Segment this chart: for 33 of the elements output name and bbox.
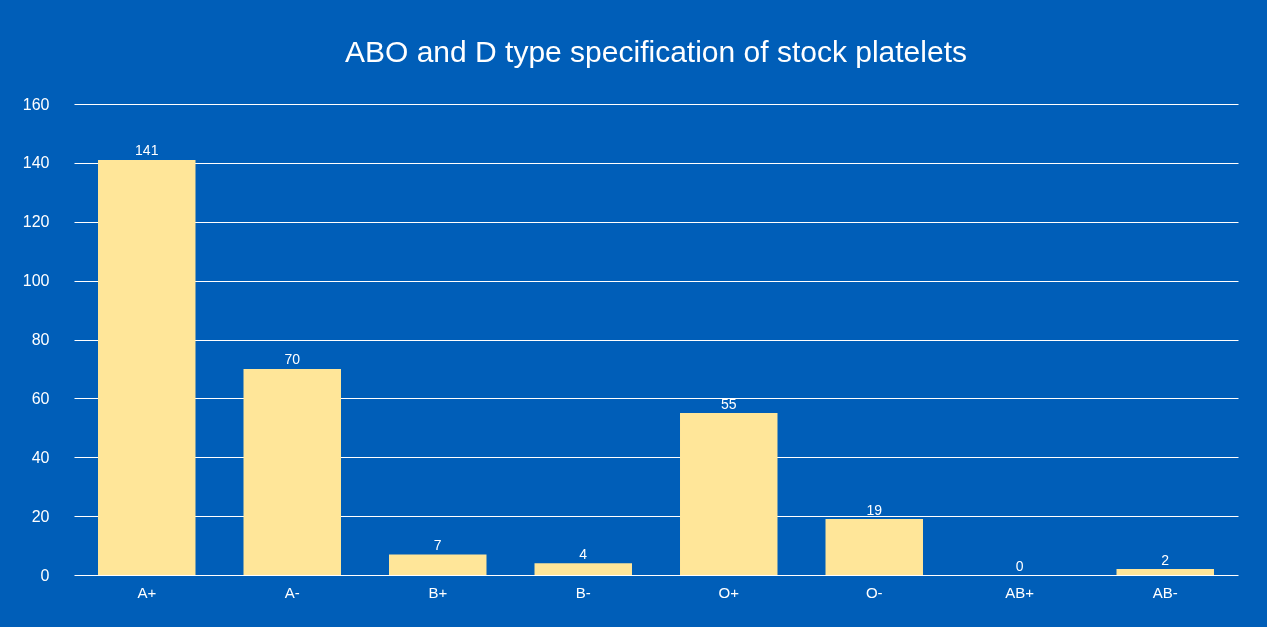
bar	[389, 554, 487, 575]
data-label: 4	[579, 545, 588, 562]
data-label: 70	[284, 351, 301, 368]
data-label: 0	[1015, 557, 1024, 574]
data-label: 19	[866, 501, 883, 518]
x-tick-label: AB-	[1152, 583, 1178, 601]
bar	[243, 368, 341, 575]
data-label: 141	[135, 142, 159, 159]
y-tick-label: 100	[22, 272, 50, 290]
bar	[534, 563, 632, 575]
bar	[1116, 569, 1214, 575]
x-tick-label: A-	[284, 583, 300, 601]
y-tick-label: 40	[31, 448, 50, 466]
y-tick-label: 20	[31, 507, 50, 525]
y-tick-label: 60	[31, 389, 50, 407]
y-tick-label: 140	[22, 154, 50, 172]
data-label: 2	[1161, 551, 1170, 568]
x-tick-label: B+	[428, 583, 448, 601]
data-label: 7	[433, 536, 442, 553]
bar	[680, 413, 778, 575]
y-tick-label: 160	[22, 95, 50, 113]
data-label: 55	[720, 395, 737, 412]
y-tick-label: 80	[31, 331, 50, 348]
x-tick-label: AB+	[1005, 583, 1035, 601]
x-tick-label: O+	[718, 583, 740, 601]
x-tick-label: A+	[137, 583, 157, 601]
y-tick-label: 0	[40, 566, 50, 584]
bar	[825, 519, 923, 575]
chart-title: ABO and D type specification of stock platelets	[345, 35, 967, 68]
bar	[98, 159, 196, 575]
x-tick-label: O-	[865, 583, 883, 601]
x-tick-label: B-	[575, 583, 591, 601]
y-tick-label: 120	[22, 213, 50, 231]
